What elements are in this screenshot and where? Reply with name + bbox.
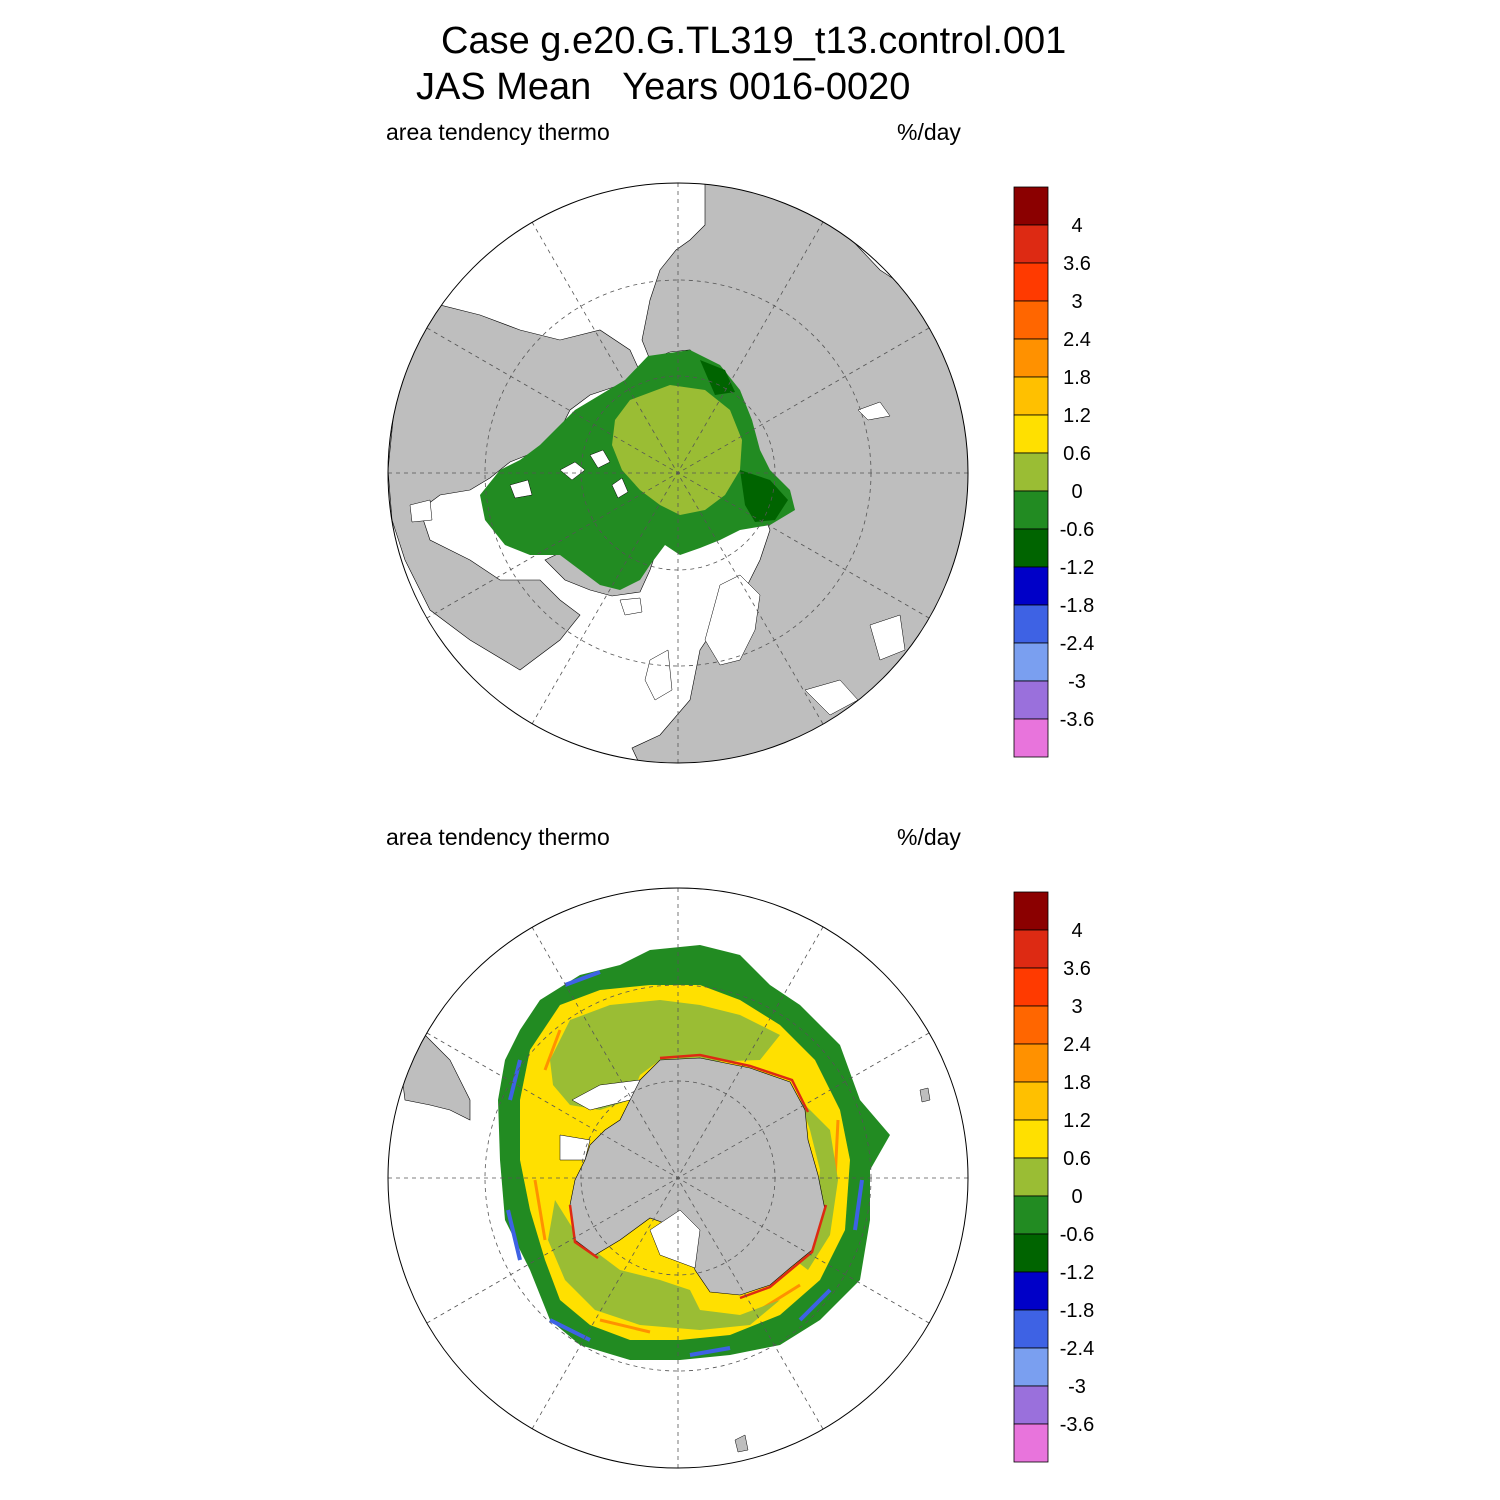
north-polar-map (387, 182, 969, 764)
south-colorbar-label: -2.4 (1060, 1338, 1094, 1360)
south-graticule (388, 888, 968, 1468)
south-colorbar-label: 0 (1071, 1186, 1082, 1208)
south-colorbar-box (1013, 1119, 1049, 1159)
north-colorbar-box (1013, 528, 1049, 568)
south-colorbar-box (1013, 1271, 1049, 1311)
figure-title-case: Case g.e20.G.TL319_t13.control.001 (441, 20, 1067, 62)
north-colorbar: 4 3.6 3 2.4 1.8 1.2 0.6 0 -0.6 -1.2 -1.8 -2.4 -3 -3.6 (1013, 186, 1094, 758)
north-archipelago-gaps (509, 449, 629, 499)
south-units-label: %/day (897, 824, 961, 850)
north-graticule (388, 183, 968, 763)
south-colorbar-label: -1.8 (1060, 1300, 1094, 1322)
south-colorbar-box (1013, 1005, 1049, 1045)
north-colorbar-box (1013, 604, 1049, 644)
south-colorbar-label: -0.6 (1060, 1224, 1094, 1246)
south-colorbar-label: -3.6 (1060, 1414, 1094, 1436)
south-america-land (399, 1029, 471, 1121)
north-colorbar-box (1013, 680, 1049, 720)
north-colorbar-box (1013, 452, 1049, 492)
north-colorbar-box (1013, 186, 1049, 226)
south-colorbar-label: -1.2 (1060, 1262, 1094, 1284)
south-islands (734, 1087, 931, 1453)
south-polar-map (387, 887, 969, 1469)
north-colorbar-box (1013, 224, 1049, 264)
north-colorbar-label: 4 (1071, 215, 1082, 237)
south-colorbar-label: 4 (1071, 920, 1082, 942)
south-colorbar-box (1013, 1385, 1049, 1425)
north-colorbar-box (1013, 718, 1049, 758)
south-colorbar-box (1013, 1081, 1049, 1121)
north-america-land (388, 304, 641, 671)
north-colorbar-label: 2.4 (1063, 329, 1091, 351)
south-colorbar-box (1013, 1157, 1049, 1197)
figure-title-period: JAS Mean Years 0016-0020 (416, 66, 911, 108)
north-colorbar-label: 1.8 (1063, 367, 1091, 389)
north-colorbar-box (1013, 490, 1049, 530)
north-colorbar-label: -0.6 (1060, 519, 1094, 541)
south-ice-shelves (559, 1079, 701, 1269)
south-antarctica-land (569, 1057, 826, 1296)
north-colorbar-label: 0.6 (1063, 443, 1091, 465)
south-colorbar-box (1013, 1195, 1049, 1235)
north-colorbar-label: -3 (1068, 671, 1086, 693)
north-colorbar-box (1013, 414, 1049, 454)
north-colorbar-label: -1.2 (1060, 557, 1094, 579)
south-sea-ice-neutral-ross (548, 1200, 780, 1330)
south-sea-ice-blue-fringe (506, 970, 864, 1357)
south-colorbar-box (1013, 967, 1049, 1007)
north-sea-ice-darker (700, 360, 788, 522)
north-units-label: %/day (897, 119, 961, 145)
south-colorbar-label: 1.8 (1063, 1072, 1091, 1094)
north-colorbar-label: 3 (1071, 291, 1082, 313)
south-sea-ice-neutral-east (795, 1100, 838, 1270)
north-colorbar-box (1013, 300, 1049, 340)
north-colorbar-label: -3.6 (1060, 709, 1094, 731)
south-variable-label: area tendency thermo (386, 824, 610, 850)
south-colorbar-label: 1.2 (1063, 1110, 1091, 1132)
south-colorbar-label: -3 (1068, 1376, 1086, 1398)
south-colorbar-box (1013, 1233, 1049, 1273)
south-sea-ice-orange (533, 1029, 840, 1334)
south-colorbar: 4 3.6 3 2.4 1.8 1.2 0.6 0 -0.6 -1.2 -1.8 -2.4 -3 -3.6 (1013, 891, 1094, 1463)
south-colorbar-box (1013, 891, 1049, 931)
north-lakes (409, 401, 906, 716)
north-colorbar-label: -2.4 (1060, 633, 1094, 655)
north-colorbar-box (1013, 642, 1049, 682)
north-colorbar-box (1013, 376, 1049, 416)
south-colorbar-box (1013, 1043, 1049, 1083)
north-colorbar-box (1013, 338, 1049, 378)
south-sea-ice-neutral-weddell (550, 1000, 780, 1110)
south-colorbar-label: 3.6 (1063, 958, 1091, 980)
north-colorbar-label: 0 (1071, 481, 1082, 503)
north-colorbar-label: -1.8 (1060, 595, 1094, 617)
south-colorbar-label: 2.4 (1063, 1034, 1091, 1056)
north-colorbar-box (1013, 566, 1049, 606)
north-colorbar-box (1013, 262, 1049, 302)
north-variable-label: area tendency thermo (386, 119, 610, 145)
north-colorbar-label: 1.2 (1063, 405, 1091, 427)
north-europe-gaps (619, 574, 761, 701)
south-colorbar-box (1013, 929, 1049, 969)
south-colorbar-box (1013, 1347, 1049, 1387)
south-colorbar-label: 3 (1071, 996, 1082, 1018)
north-colorbar-label: 3.6 (1063, 253, 1091, 275)
south-colorbar-label: 0.6 (1063, 1148, 1091, 1170)
south-colorbar-box (1013, 1423, 1049, 1463)
south-colorbar-box (1013, 1309, 1049, 1349)
south-coastal-rim (568, 1053, 828, 1300)
